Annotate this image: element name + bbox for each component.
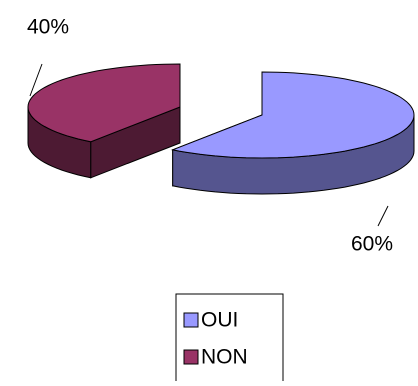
legend-label: NON bbox=[201, 346, 248, 369]
leader-line bbox=[377, 205, 389, 227]
legend-swatch bbox=[183, 312, 199, 328]
legend-label: OUI bbox=[201, 309, 238, 332]
slice bbox=[170, 71, 415, 159]
leader-line bbox=[29, 63, 43, 97]
legend-swatch bbox=[183, 349, 199, 365]
data-label: 60% bbox=[351, 233, 393, 256]
legend-box bbox=[175, 293, 284, 386]
slice bbox=[27, 63, 181, 143]
data-label: 40% bbox=[27, 16, 69, 39]
